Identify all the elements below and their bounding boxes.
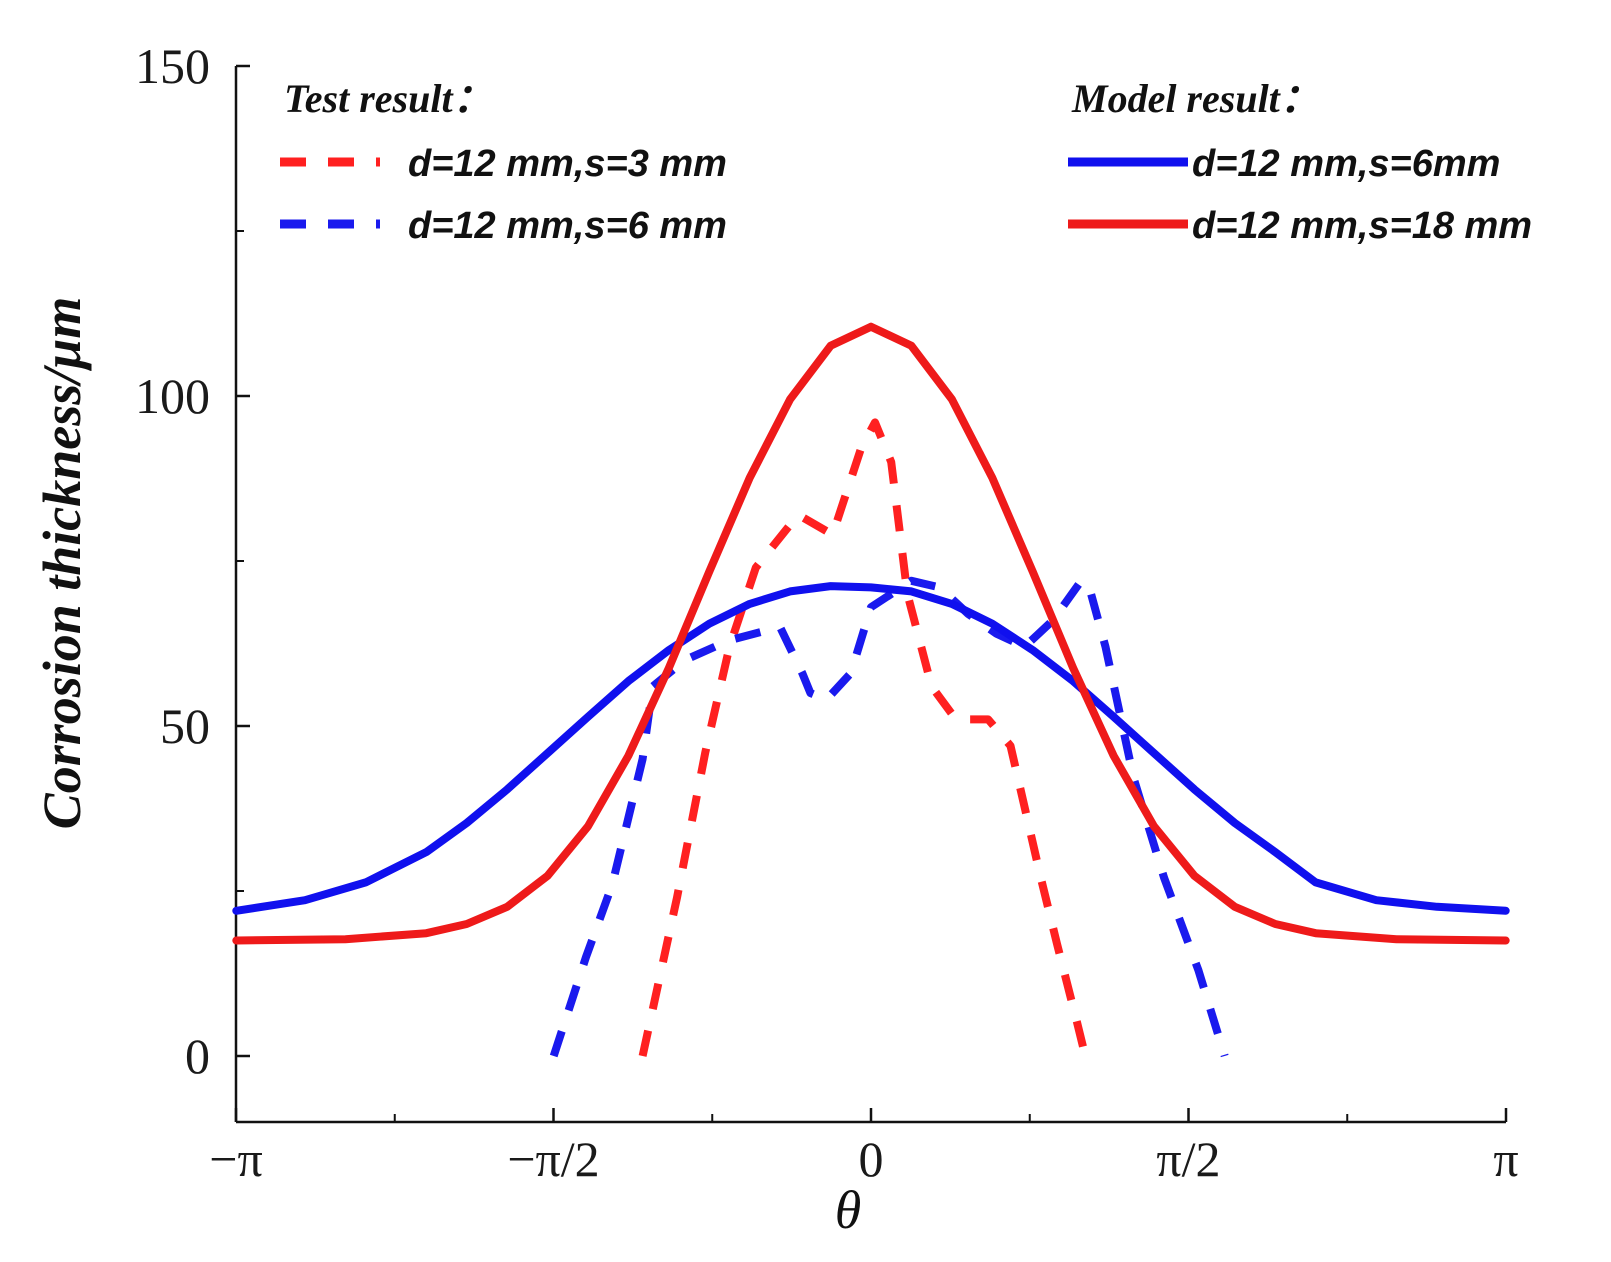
legend-label-model-s6: d=12 mm,s=6mm xyxy=(1192,143,1500,185)
x-axis-title: θ xyxy=(835,1180,862,1240)
legend-test-heading: Test result： xyxy=(284,76,493,121)
y-tick-label: 100 xyxy=(135,368,210,424)
legend-label-test-s3: d=12 mm,s=3 mm xyxy=(408,143,727,185)
series-line-model-3 xyxy=(232,322,1510,945)
x-tick-label: −π xyxy=(209,1131,262,1187)
tick-labels: 0 50 100 150 −π −π/2 0 π/2 π xyxy=(135,38,1519,1187)
axes xyxy=(234,64,1508,1124)
series-line-test-0 xyxy=(638,418,1090,1057)
x-tick-label: −π/2 xyxy=(507,1131,599,1187)
legend-label-test-s6: d=12 mm,s=6 mm xyxy=(408,205,727,247)
series-line-model-2 xyxy=(232,582,1510,915)
legend-model-heading: Model result： xyxy=(1071,76,1320,121)
y-axis-title: Corrosion thickness/μm xyxy=(32,297,92,830)
y-tick-label: 50 xyxy=(160,698,210,754)
legend: Test result： Model result： d=12 mm,s=3 m… xyxy=(280,76,1532,247)
plot-area xyxy=(232,322,1510,1058)
y-tick-label: 150 xyxy=(135,38,210,94)
legend-label-model-s18: d=12 mm,s=18 mm xyxy=(1192,205,1532,247)
x-tick-label: π/2 xyxy=(1156,1131,1220,1187)
x-tick-label: 0 xyxy=(859,1131,884,1187)
y-tick-label: 0 xyxy=(185,1028,210,1084)
x-tick-label: π xyxy=(1493,1131,1518,1187)
